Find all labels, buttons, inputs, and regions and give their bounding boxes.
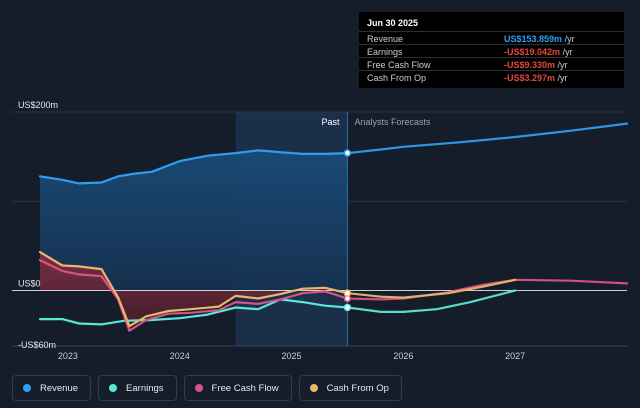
free-cash-flow-forecast-line bbox=[346, 278, 629, 301]
tooltip-row-revenue: Revenue US$153.859m /yr bbox=[359, 31, 624, 45]
tooltip-label: Cash From Op bbox=[367, 73, 427, 83]
tooltip-row-free-cash-flow: Free Cash Flow -US$9.330m /yr bbox=[359, 57, 624, 71]
tooltip-value: -US$3.297m bbox=[504, 73, 556, 83]
legend-label: Cash From Op bbox=[326, 382, 389, 394]
earnings-line bbox=[38, 298, 349, 326]
revenue-forecast-line bbox=[346, 122, 629, 155]
tooltip-date: Jun 30 2025 bbox=[367, 18, 419, 28]
earnings-forecast-line bbox=[346, 289, 517, 313]
x-tick-label: 2026 bbox=[393, 351, 413, 361]
cash-from-op-line bbox=[38, 251, 349, 328]
y-tick-label: US$200m bbox=[18, 100, 58, 110]
past-label: Past bbox=[321, 117, 340, 127]
tooltip-label: Earnings bbox=[367, 47, 403, 57]
legend-item-revenue[interactable]: Revenue bbox=[12, 375, 92, 401]
x-tick-label: 2027 bbox=[505, 351, 525, 361]
earnings-marker bbox=[343, 303, 352, 312]
legend-label: Revenue bbox=[40, 382, 79, 394]
legend-dot-free-cash-flow bbox=[194, 384, 203, 392]
chart-legend: Revenue Earnings Free Cash Flow Cash Fro… bbox=[12, 375, 402, 401]
x-tick-label: 2023 bbox=[58, 351, 78, 361]
cash-from-op-marker bbox=[343, 289, 352, 297]
legend-label: Free Cash Flow bbox=[211, 382, 279, 394]
tooltip-value: US$153.859m bbox=[504, 34, 563, 44]
x-tick-label: 2024 bbox=[170, 351, 190, 361]
revenue-line bbox=[38, 149, 349, 185]
x-tick-label: 2025 bbox=[282, 351, 302, 361]
tooltip-value: -US$9.330m bbox=[504, 60, 556, 70]
legend-dot-revenue bbox=[23, 384, 31, 392]
cash-flow-area bbox=[39, 252, 348, 327]
legend-dot-earnings bbox=[109, 384, 118, 392]
tooltip-value: -US$19.042m bbox=[504, 47, 561, 57]
y-tick-label: -US$60m bbox=[18, 340, 56, 350]
cash-from-op-forecast-line bbox=[346, 278, 517, 299]
revenue-marker bbox=[343, 149, 352, 157]
legend-item-cash-from-op[interactable]: Cash From Op bbox=[298, 375, 402, 401]
tooltip-row-earnings: Earnings -US$19.042m /yr bbox=[359, 44, 624, 58]
data-tooltip: Jun 30 2025 Revenue US$153.859m /yr Earn… bbox=[359, 12, 624, 88]
legend-dot-cash-from-op bbox=[309, 384, 318, 392]
legend-item-free-cash-flow[interactable]: Free Cash Flow bbox=[183, 375, 292, 401]
legend-item-earnings[interactable]: Earnings bbox=[98, 375, 177, 401]
tooltip-label: Revenue bbox=[367, 34, 404, 44]
free-cash-flow-line bbox=[38, 259, 349, 332]
financial-chart: US$200m US$0 -US$60m Past Analysts Forecasts… bbox=[12, 100, 629, 361]
forecast-label: Analysts Forecasts bbox=[354, 117, 431, 127]
legend-label: Earnings bbox=[126, 382, 164, 394]
y-tick-label: US$0 bbox=[18, 279, 41, 289]
tooltip-label: Free Cash Flow bbox=[367, 60, 431, 70]
tooltip-row-cash-from-op: Cash From Op -US$3.297m /yr bbox=[359, 70, 624, 84]
revenue-area bbox=[39, 150, 348, 291]
